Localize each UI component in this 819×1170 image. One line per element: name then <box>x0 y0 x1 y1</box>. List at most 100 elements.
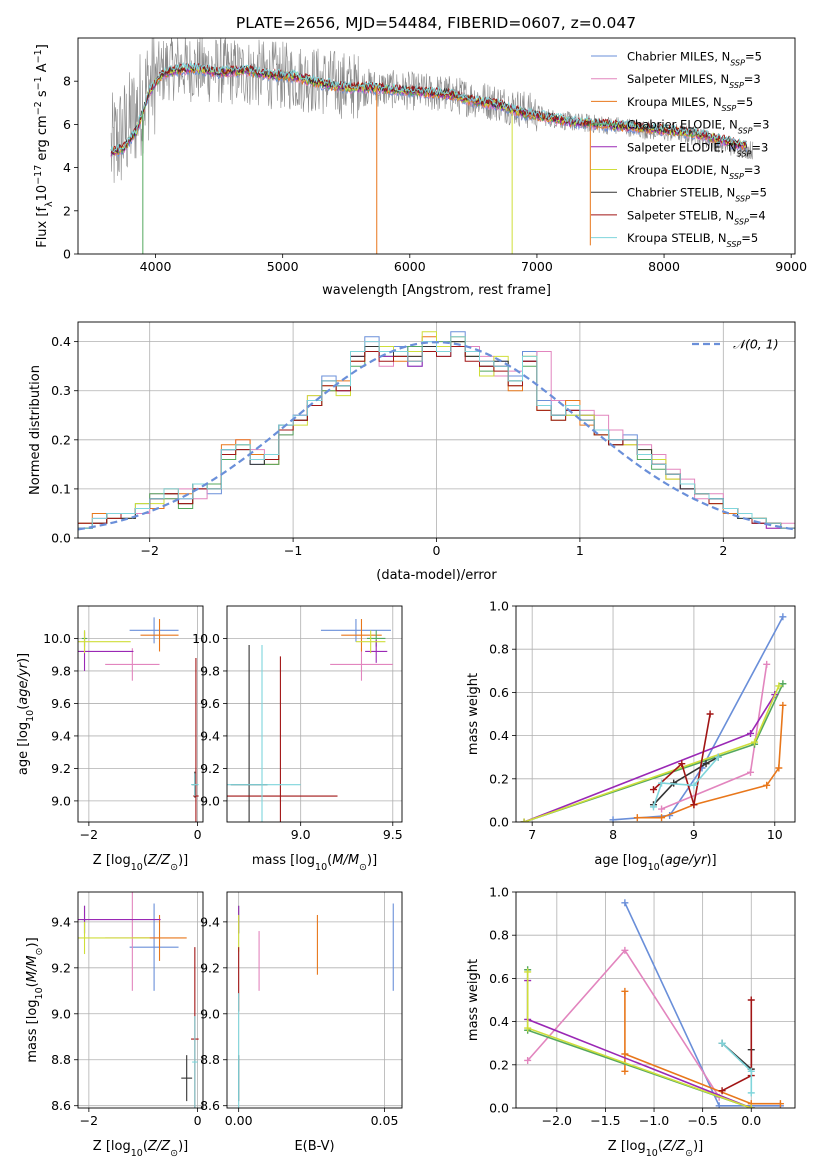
weight-marker <box>775 682 783 690</box>
weight-marker <box>621 946 629 954</box>
axes-frame <box>77 891 204 1109</box>
weight-marker <box>763 781 771 789</box>
weight-marker <box>747 768 755 776</box>
spectrum-legend: Chabrier MILES, NSSP=5 Salpeter MILES, NS… <box>591 50 769 249</box>
weight-marker <box>520 818 528 822</box>
weight-marker <box>524 968 532 976</box>
weight-marker <box>706 710 714 718</box>
y-tick-label: 9.4 <box>51 914 71 929</box>
weight-line <box>527 948 720 1098</box>
y-tick-label: 9.4 <box>200 914 220 929</box>
x-tick-label: 9000 <box>775 259 807 274</box>
weight-series-model-9 <box>649 753 722 811</box>
x-tick-label: 0.0 <box>741 1113 761 1128</box>
x-axis-label: E(B-V) <box>294 1139 334 1154</box>
x-tick-label: 0 <box>433 543 441 558</box>
weight-marker <box>690 801 698 809</box>
y-tick-label: 1.0 <box>489 885 509 900</box>
axes-frame <box>77 37 796 255</box>
weight-marker <box>779 701 787 709</box>
weight-marker <box>779 680 787 688</box>
y-tick-label: 9.0 <box>51 793 71 808</box>
weight-marker <box>779 613 787 621</box>
grid <box>78 892 203 1108</box>
x-tick-label: 0.00 <box>225 1113 253 1128</box>
weight-marker <box>751 738 759 746</box>
x-tick-label: 10 <box>767 827 783 842</box>
legend-label: Salpeter MILES, NSSP=3 <box>627 72 761 90</box>
residuals-panel: −2 −1 0 1 2 0.0 0.1 0.2 0.3 0.4 𝒩(0, 1) (data-model… <box>28 321 796 583</box>
y-tick-label: 9.0 <box>51 1006 71 1021</box>
y-tick-label: 9.2 <box>200 960 220 975</box>
y-tick-label: 9.8 <box>51 663 71 678</box>
errorbar-model-9 <box>227 644 301 822</box>
y-tick-label: 1.0 <box>489 599 509 614</box>
x-tick-label: 7 <box>528 827 536 842</box>
weight-series-model-6 <box>520 682 783 822</box>
weight-marker <box>718 1039 726 1047</box>
weight-marker <box>763 660 771 668</box>
y-axis-label: mass [log10(M/M⊙)] <box>25 937 45 1062</box>
weight-line <box>637 705 784 819</box>
errorbar-model-6 <box>355 630 386 654</box>
x-tick-label: −2.0 <box>542 1113 572 1128</box>
age-vs-mass-panel: 9.0 9.5 9.0 9.2 9.4 9.6 9.8 10.0 mass [log10(M/M… <box>192 605 403 873</box>
y-tick-label: 0.4 <box>51 334 71 349</box>
x-tick-label: −1.0 <box>639 1113 669 1128</box>
y-tick-label: 9.2 <box>51 761 71 776</box>
weight-series-model-2 <box>658 660 771 813</box>
weight-marker <box>524 1056 532 1064</box>
y-tick-label: 0.3 <box>51 383 71 398</box>
grid <box>227 892 402 1108</box>
x-tick-label: 1 <box>576 543 584 558</box>
x-axis-label: Z [log10(Z/Z⊙)] <box>93 853 188 873</box>
y-tick-label: 0.0 <box>489 815 509 830</box>
x-tick-label: −2 <box>80 827 98 842</box>
weight-line <box>612 616 784 821</box>
legend-label: Chabrier STELIB, NSSP=5 <box>627 186 767 204</box>
weight-marker <box>658 814 666 822</box>
weight-marker <box>714 753 722 761</box>
y-tick-label: 0.1 <box>51 481 71 496</box>
weight-series-model-9 <box>718 1039 755 1097</box>
x-tick-label: 4000 <box>140 259 172 274</box>
y-tick-label: 9.4 <box>51 728 71 743</box>
plot-area <box>110 38 754 254</box>
y-tick-label: 0.2 <box>489 771 509 786</box>
weight-line <box>526 969 752 1108</box>
x-tick-label: 0 <box>194 827 202 842</box>
y-tick-label: 0.4 <box>489 728 509 743</box>
x-axis-label: Z [log10(Z/Z⊙)] <box>93 1139 188 1159</box>
x-axis-label: age [log10(age/yr)] <box>594 853 716 873</box>
weight-marker <box>609 816 617 822</box>
weight-marker <box>715 1102 723 1108</box>
axes-frame <box>226 891 403 1109</box>
plot-area <box>78 331 795 538</box>
y-tick-label: 9.8 <box>200 663 220 678</box>
weight-marker <box>621 899 629 907</box>
weight-marker <box>678 760 686 768</box>
y-tick-label: 10.0 <box>192 631 220 646</box>
mass-weight-vs-metallicity-panel: −2.0 −1.5 −1.0 −0.5 0.0 0.0 0.2 0.4 0.6 0.8 1.0 Z [… <box>466 885 796 1159</box>
weight-line <box>721 1042 753 1093</box>
y-tick-label: 0.8 <box>489 642 509 657</box>
x-axis-label: (data-model)/error <box>376 568 497 583</box>
y-tick-label: 10.0 <box>43 631 71 646</box>
x-tick-label: −2 <box>80 1113 98 1128</box>
axes-frame <box>515 605 796 823</box>
x-tick-label: −2 <box>140 543 158 558</box>
grid <box>78 606 203 822</box>
weight-marker <box>658 779 666 787</box>
x-tick-label: −1 <box>284 543 302 558</box>
y-tick-label: 8.8 <box>200 1052 220 1067</box>
x-tick-label: 9 <box>690 827 698 842</box>
y-tick-label: 9.2 <box>51 960 71 975</box>
plot-area <box>238 903 394 1108</box>
axes-frame <box>77 321 796 539</box>
weight-marker <box>621 1067 629 1075</box>
axes-frame <box>77 605 204 823</box>
errorbar-model-2 <box>105 648 160 681</box>
y-tick-label: 9.4 <box>200 728 220 743</box>
weight-line <box>526 980 752 1108</box>
